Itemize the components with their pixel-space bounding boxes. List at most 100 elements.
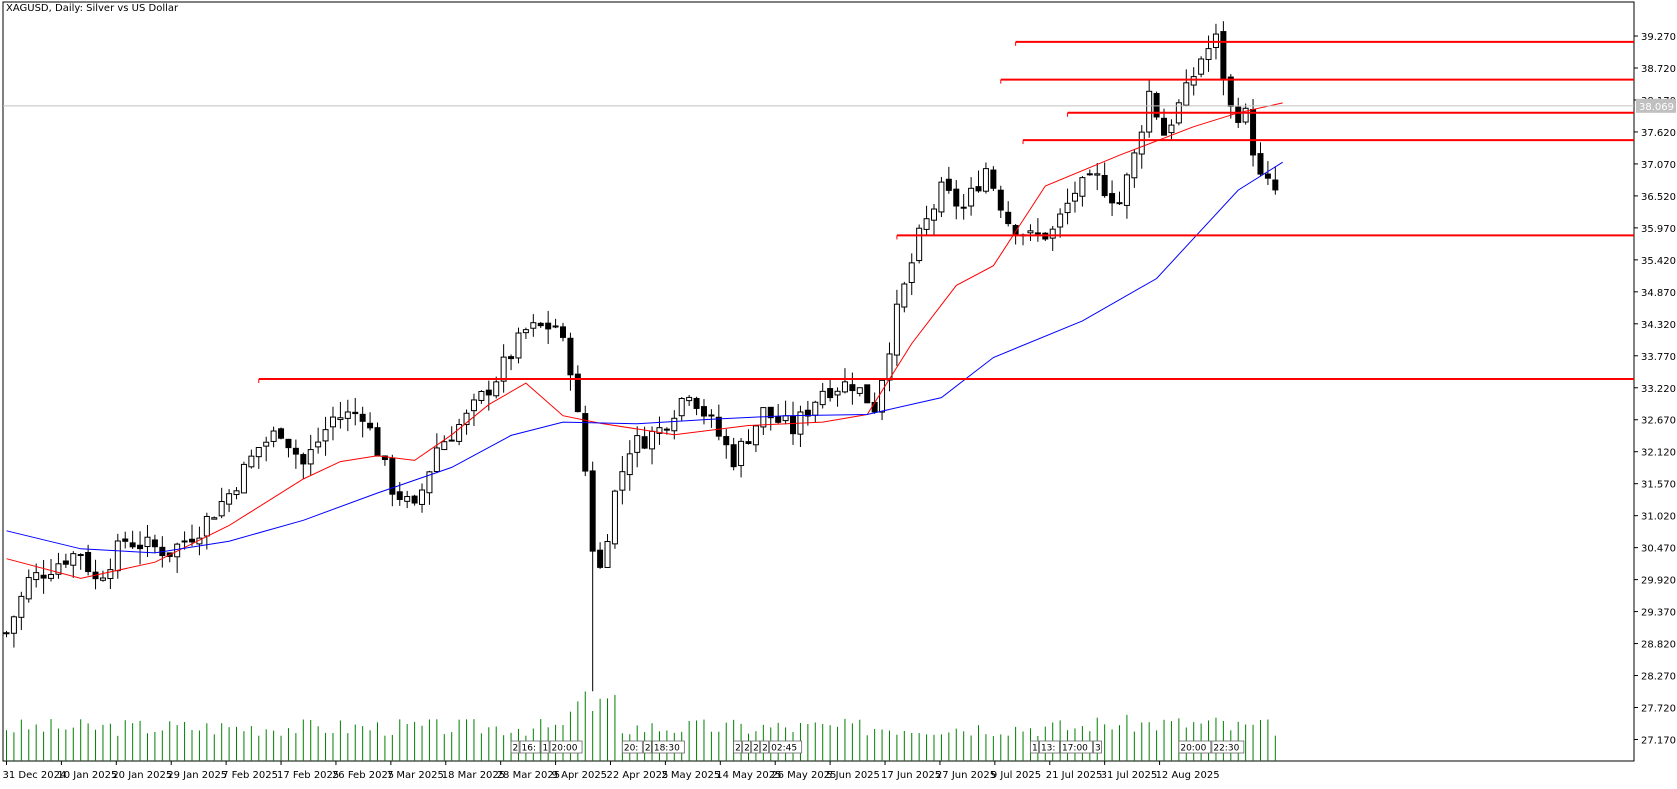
volume-annotation-box xyxy=(1093,740,1102,754)
x-tick-label: 2 May 2025 xyxy=(661,770,720,781)
volume-annotation-label: 13: xyxy=(1041,744,1055,754)
candle-body xyxy=(1205,48,1212,60)
candle-body xyxy=(500,356,507,382)
candle-body xyxy=(611,490,618,545)
y-tick-label: 39.270 xyxy=(1641,32,1676,43)
candle-body xyxy=(1161,117,1168,136)
candle-body xyxy=(649,430,656,450)
x-tick-label: 18 Mar 2025 xyxy=(442,770,505,781)
y-tick-label: 29.920 xyxy=(1641,576,1676,587)
candle-body xyxy=(25,577,32,600)
y-tick-label: 27.170 xyxy=(1641,735,1676,746)
volume-annotation-label: 2 xyxy=(645,744,651,754)
volume-annotation-label: 2 xyxy=(744,744,750,754)
candle-body xyxy=(137,544,144,550)
candle-body xyxy=(322,429,329,442)
candle-body xyxy=(745,441,752,445)
y-tick-label: 32.670 xyxy=(1641,416,1676,427)
volume-annotation-label: 02:45 xyxy=(771,744,797,754)
candle-body xyxy=(107,569,114,580)
y-tick-label: 35.970 xyxy=(1641,224,1676,235)
y-tick-label: 28.270 xyxy=(1641,672,1676,683)
candle-body xyxy=(40,574,47,579)
candle-body xyxy=(10,616,17,634)
x-tick-label: 10 Jan 2025 xyxy=(57,770,117,781)
candle-body xyxy=(404,496,411,502)
x-tick-label: 20 Jan 2025 xyxy=(112,770,172,781)
volume-annotation-label: 20:00 xyxy=(1180,744,1206,754)
plot-frame xyxy=(2,1,1635,762)
candle-body xyxy=(48,574,55,579)
y-tick-label: 31.020 xyxy=(1641,512,1676,523)
candle-body xyxy=(1235,106,1242,123)
candle-body xyxy=(248,455,255,468)
candle-body xyxy=(589,470,596,552)
candle-body xyxy=(990,169,997,189)
x-tick-label: 14 May 2025 xyxy=(716,770,781,781)
candle-body xyxy=(582,413,589,472)
candle-body xyxy=(678,398,685,417)
candle-body xyxy=(804,409,811,417)
y-tick-label: 33.770 xyxy=(1641,352,1676,363)
candle-body xyxy=(545,322,552,330)
x-tick-label: 7 Feb 2025 xyxy=(222,770,278,781)
x-tick-label: 7 Mar 2025 xyxy=(387,770,444,781)
x-tick-label: 5 Jun 2025 xyxy=(826,770,880,781)
candle-body xyxy=(1190,76,1197,86)
volume-annotation-box xyxy=(1178,740,1212,754)
volume-annotation-label: 16: xyxy=(522,744,536,754)
candle-body xyxy=(114,540,121,572)
candle-body xyxy=(574,373,581,413)
y-tick-label: 29.370 xyxy=(1641,608,1676,619)
candle-body xyxy=(448,439,455,442)
volume-annotation-label: 2 xyxy=(753,744,759,754)
candle-body xyxy=(775,416,782,423)
candle-body xyxy=(144,536,151,548)
x-tick-label: 17 Feb 2025 xyxy=(277,770,339,781)
y-tick-label: 31.570 xyxy=(1641,480,1676,491)
candle-body xyxy=(181,540,188,543)
candle-body xyxy=(1049,228,1056,239)
candle-body xyxy=(1146,90,1153,133)
candle-body xyxy=(1264,173,1271,179)
volume-annotation-box xyxy=(1030,740,1039,754)
y-tick-label: 36.520 xyxy=(1641,192,1676,203)
candle-body xyxy=(626,453,633,476)
x-tick-label: 9 Apr 2025 xyxy=(552,770,607,781)
candle-body xyxy=(782,415,789,422)
candle-body xyxy=(834,390,841,396)
candle-body xyxy=(329,416,336,428)
candle-body xyxy=(359,413,366,422)
candle-body xyxy=(723,436,730,446)
candle-body xyxy=(1220,31,1227,81)
candle-body xyxy=(240,463,247,494)
candle-body xyxy=(552,325,559,328)
candle-body xyxy=(226,493,233,505)
candle-body xyxy=(841,381,848,393)
candle-body xyxy=(953,188,960,207)
candle-body xyxy=(508,356,515,360)
x-tick-label: 9 Jul 2025 xyxy=(991,770,1041,781)
y-tick-label: 34.320 xyxy=(1641,320,1676,331)
candle-body xyxy=(433,447,440,473)
candle-body xyxy=(85,551,92,573)
candle-body xyxy=(656,427,663,434)
candle-body xyxy=(738,440,745,467)
candle-body xyxy=(938,181,945,213)
volume-annotation-label: 20: xyxy=(624,744,638,754)
candle-body xyxy=(1064,202,1071,214)
current-price-tag xyxy=(1636,98,1676,113)
candle-body xyxy=(997,189,1004,211)
candle-body xyxy=(871,401,878,413)
candle-body xyxy=(99,577,106,581)
candle-body xyxy=(211,517,218,520)
candle-body xyxy=(790,415,797,435)
candle-body xyxy=(1212,33,1219,48)
candle-body xyxy=(693,397,700,409)
candle-body xyxy=(1131,152,1138,179)
volume-annotation-box xyxy=(651,740,685,754)
candle-body xyxy=(381,455,388,461)
candle-body xyxy=(975,186,982,192)
